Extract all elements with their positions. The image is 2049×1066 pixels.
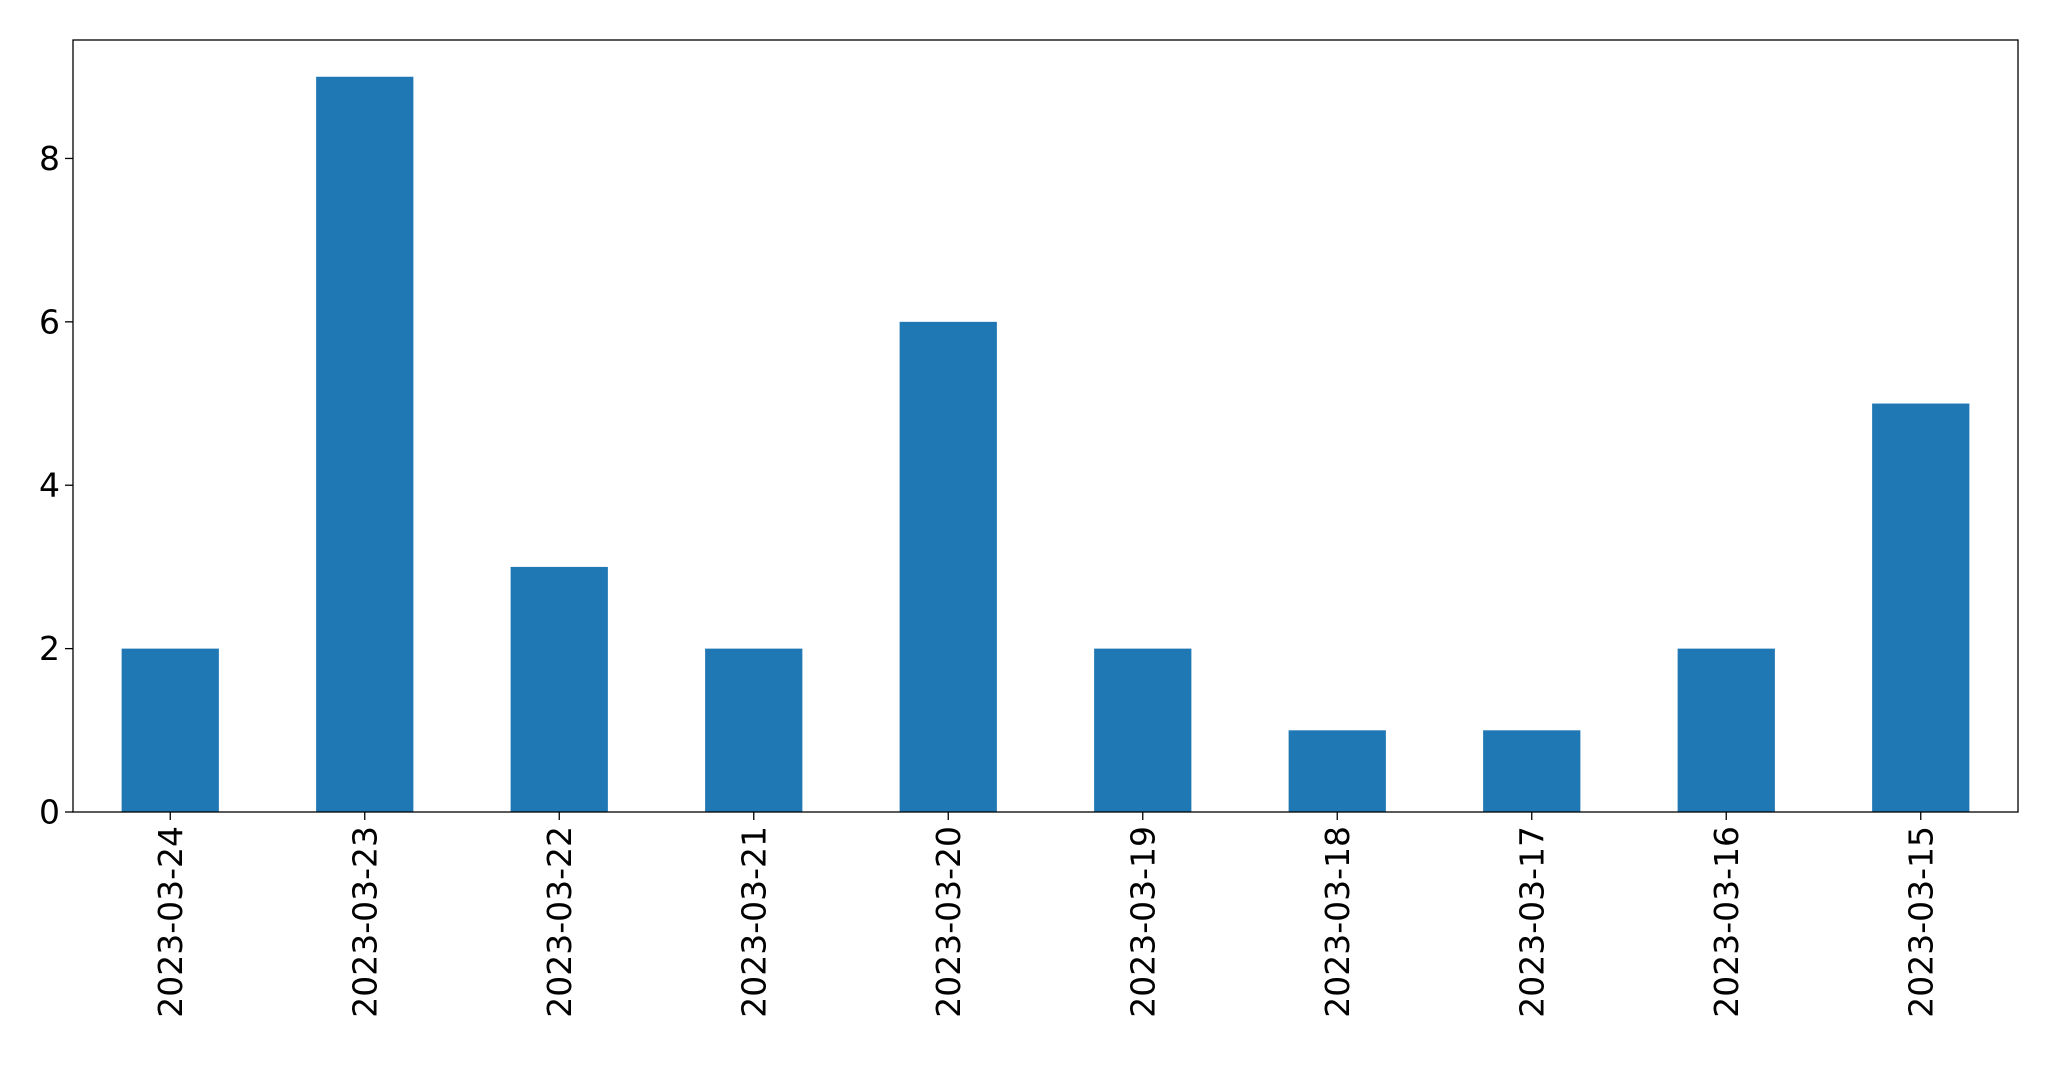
bar-2023-03-24 — [121, 648, 219, 812]
x-tick-label: 2023-03-16 — [1707, 826, 1746, 1018]
x-tick-label: 2023-03-23 — [345, 826, 384, 1018]
bar-2023-03-16 — [1677, 648, 1775, 812]
bar-2023-03-17 — [1483, 730, 1581, 812]
y-tick-label: 2 — [39, 629, 60, 668]
bar-2023-03-20 — [899, 321, 997, 812]
bar-2023-03-21 — [705, 648, 803, 812]
y-tick-label: 8 — [39, 139, 60, 178]
y-tick-label: 0 — [39, 793, 60, 832]
bar-2023-03-23 — [316, 76, 414, 812]
plot-frame — [72, 39, 2019, 813]
bar-2023-03-19 — [1094, 648, 1192, 812]
x-tick-label: 2023-03-17 — [1512, 826, 1551, 1018]
x-tick-label: 2023-03-15 — [1901, 826, 1940, 1018]
x-tick-label: 2023-03-24 — [151, 826, 190, 1018]
x-tick-label: 2023-03-19 — [1123, 826, 1162, 1018]
y-tick-label: 4 — [39, 466, 60, 505]
x-tick-label: 2023-03-20 — [929, 826, 968, 1018]
bar-2023-03-15 — [1872, 403, 1970, 812]
bars-layer — [121, 76, 1970, 812]
y-axis-ticks: 0 2 4 6 8 — [39, 139, 73, 832]
bar-2023-03-22 — [510, 566, 608, 812]
y-tick-label: 6 — [39, 302, 60, 341]
bar-2023-03-18 — [1288, 730, 1386, 812]
x-tick-label: 2023-03-21 — [734, 826, 773, 1018]
x-tick-label: 2023-03-18 — [1318, 826, 1357, 1018]
x-tick-label: 2023-03-22 — [540, 826, 579, 1018]
x-axis-ticks: 2023-03-24 2023-03-23 2023-03-22 2023-03-21… — [151, 812, 1940, 1018]
